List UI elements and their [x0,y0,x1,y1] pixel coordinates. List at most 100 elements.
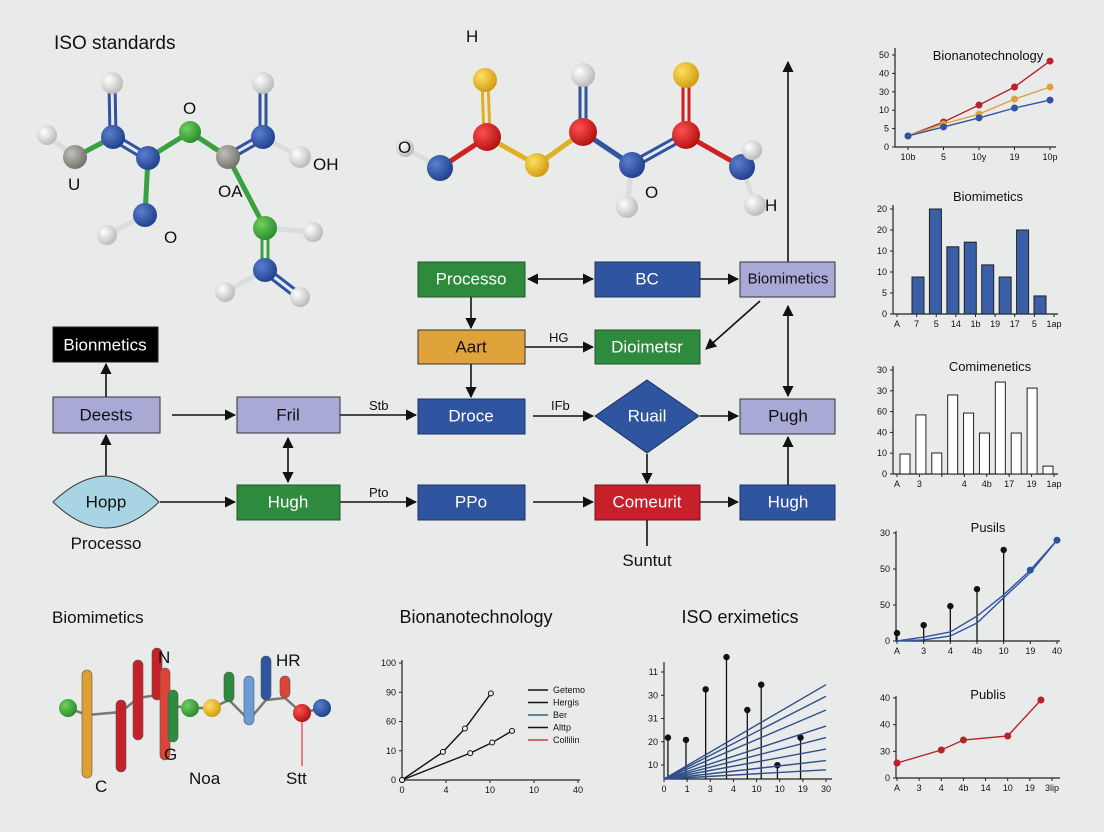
node-hopp: Hopp [52,475,160,529]
series-line [663,695,827,780]
molecule-top-center [396,62,766,218]
node-ppo: PPo [417,484,526,521]
atom [525,153,549,177]
dna-label: N [158,648,170,667]
y-tick-label: 0 [391,775,396,785]
x-tick-label: 7 [914,319,919,329]
svg-text:Hopp: Hopp [86,493,127,512]
x-tick-label: A [894,479,900,489]
atom [253,258,277,282]
bar [928,208,942,315]
iso-standards-title: ISO standards [54,33,175,54]
x-tick-label: 4 [939,783,944,793]
series-line [663,759,827,780]
x-tick-label: 30 [821,784,831,794]
x-tick-label: 40 [573,785,583,795]
atom-label: O [645,183,658,202]
y-tick-label: 0 [885,636,890,646]
x-tick-label: 10 [752,784,762,794]
atom [473,123,501,151]
svg-text:Processo: Processo [436,270,507,289]
node-processo: Processo [417,261,526,298]
data-point [1011,95,1018,103]
chart-title: Pusils [971,520,1006,535]
x-tick-label: 10 [775,784,785,794]
x-tick-label: 10y [972,152,987,162]
bead [203,699,221,717]
data-point [487,690,494,697]
data-point [1037,696,1045,704]
y-tick-label: 31 [648,714,658,724]
series-line [663,736,827,780]
stem-dot [920,621,927,629]
x-tick-label: 10 [529,785,539,795]
data-point [1011,83,1018,91]
legend-label: Ber [553,710,567,720]
bar [911,276,925,315]
chart-title: ISO erximetics [681,607,798,627]
x-tick-label: 3 [917,479,922,489]
series-line [401,693,492,781]
atom [179,121,201,143]
node-ruail-decision: Ruail [594,379,700,454]
svg-text:Biomimetics: Biomimetics [748,271,829,288]
y-tick-label: 40 [879,68,889,78]
atom [215,282,235,302]
atom [216,145,240,169]
x-tick-label: 17 [1010,319,1020,329]
nucleotide-bar [243,675,255,726]
atom [396,139,414,157]
y-tick-label: 0 [882,469,887,479]
bar [963,412,975,475]
bead [59,699,77,717]
node-droce: Droce [417,398,526,435]
stem-dot [682,736,690,744]
atom-label: O [398,138,411,157]
atom [136,146,160,170]
node-dioimetsr: Dioimetsr [594,329,701,365]
atom [101,125,125,149]
hopp-caption: Processo [71,534,142,553]
series-line [663,709,827,780]
atom-label: O [164,228,177,247]
bar [931,452,943,475]
bar [981,264,995,315]
bar [963,241,977,315]
chart-3: A 3 4 4b 10 19 40 0 50 50 30 [880,528,1062,656]
x-tick-label: 19 [1025,783,1035,793]
x-tick-label: 10b [900,152,915,162]
chart-title: Bionanotechnology [399,607,552,627]
nucleotide-bar [81,669,93,779]
y-tick-label: 11 [649,667,658,677]
x-tick-label: 40 [1052,646,1062,656]
stem-dot [702,686,709,693]
y-tick-label: 90 [386,687,396,697]
y-tick-label: 30 [877,386,887,396]
y-tick-label: 10 [386,746,396,756]
edge-label-pto: Pto [369,485,389,500]
chart-6: 0 1 3 4 10 10 19 30 10 20 31 30 11 [648,653,832,794]
chart-0: 10b 5 10y 19 10p 0 5 10 30 40 50 [879,48,1058,162]
y-tick-label: 0 [884,142,889,152]
series-line [663,725,827,780]
y-tick-label: 40 [877,427,887,437]
legend-label: Alttp [553,723,571,733]
series-line [663,748,827,780]
legend-label: Collilin [553,735,580,745]
atom [729,154,755,180]
bead [313,699,331,717]
y-tick-label: 20 [648,737,658,747]
atom-label: OH [313,155,339,174]
atom-label: OA [218,182,243,201]
node-fril: Fril [236,396,341,434]
bar [1042,465,1054,475]
y-tick-label: 0 [882,309,887,319]
x-tick-label: 4 [731,784,736,794]
chart-title: Bionanotechnology [933,48,1044,63]
x-tick-label: 4b [982,479,992,489]
bead [181,699,199,717]
data-point [489,739,496,746]
